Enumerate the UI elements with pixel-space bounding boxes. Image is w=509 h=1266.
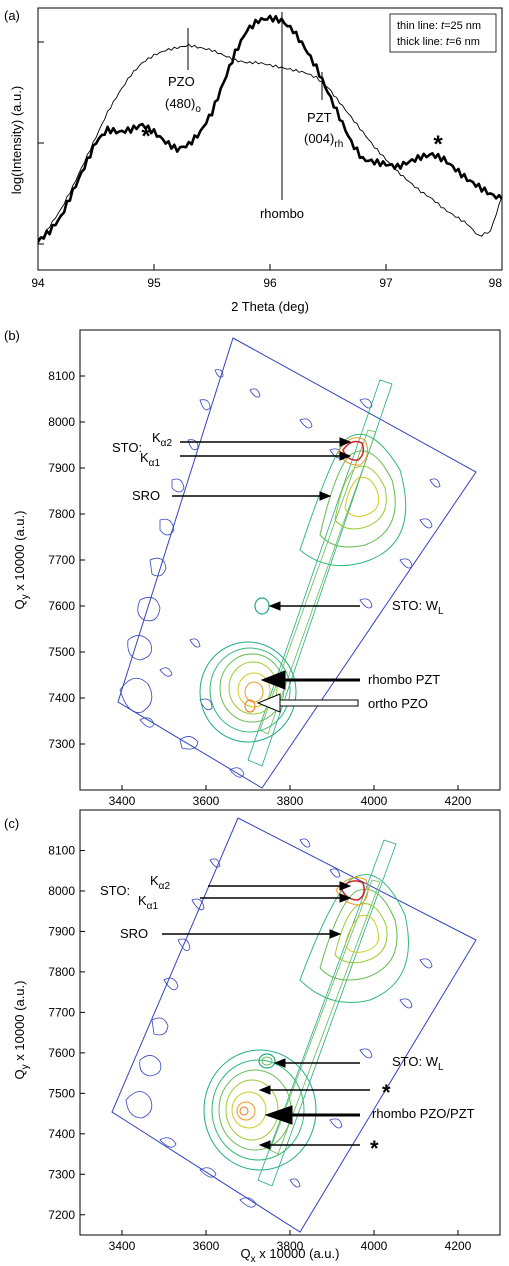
panel-a: (a) 94 95 96 97 98 2 Theta (deg) log(Intensi… <box>4 7 503 314</box>
panel-a-xlabel: 2 Theta (deg) <box>231 299 309 314</box>
panel-b-ytick-label: 7700 <box>48 553 75 567</box>
panel-c-ytick-label: 7700 <box>48 1005 75 1019</box>
panel-c-frame <box>79 809 501 1236</box>
panel-b-ytick-label: 7900 <box>48 461 75 475</box>
panel-b-y-ticks: 7300 7400 7500 7600 7700 7800 7900 8000 8100 <box>48 369 85 751</box>
panel-c-ytick-label: 7900 <box>48 924 75 938</box>
panel-a-xtick-label: 96 <box>263 276 277 290</box>
panel-a-y-ticks <box>38 41 44 245</box>
panel-a-label: (a) <box>4 8 20 23</box>
pzt-label: PZT <box>307 110 332 125</box>
panel-b-xtick-label: 3400 <box>109 794 136 808</box>
panel-c-y-ticks: 7200 7300 7400 7500 7600 7700 7800 7900 8000 8100 <box>48 843 85 1222</box>
panel-b-scan-outline <box>117 337 477 789</box>
panel-c-star-upper: * <box>382 1080 391 1105</box>
pzo-reflection-label: (480)o <box>165 96 201 115</box>
panel-c-arrows <box>162 881 370 1150</box>
rhombo-label: rhombo <box>260 206 304 221</box>
star-right: * <box>433 131 443 158</box>
panel-b-ytick-label: 7300 <box>48 737 75 751</box>
panel-b-ytick-label: 7400 <box>48 691 75 705</box>
panel-a-thick-line <box>38 14 502 242</box>
panel-a-legend: thin line: t=25 nm thick line: t=6 nm <box>389 13 497 53</box>
panel-b-wl-label: STO: WL <box>392 598 444 617</box>
panel-c-star-lower: * <box>370 1136 379 1161</box>
pzt-reflection-label: (004)rh <box>304 131 343 150</box>
panel-c-wl-label: STO: WL <box>392 1054 444 1073</box>
panel-a-x-ticks: 94 95 96 97 98 <box>31 264 503 290</box>
panel-c-ytick-label: 7200 <box>48 1208 75 1222</box>
panel-c-sto-label: STO: <box>100 883 130 898</box>
panel-a-thin-line <box>38 43 502 244</box>
panel-b-xtick-label: 3800 <box>277 794 304 808</box>
panel-b-x-ticks: 3400 3600 3800 4000 4200 <box>109 785 472 808</box>
panel-a-ylabel: log(Intensity) (a.u.) <box>9 86 24 194</box>
panel-c-xtick-label: 4200 <box>445 1239 472 1253</box>
panel-b-rhombo-label: rhombo PZT <box>368 672 440 687</box>
panel-b-sto-label: STO: <box>112 440 142 455</box>
panel-b-ortho-label: ortho PZO <box>368 696 428 711</box>
panel-c: (c) 7200 7300 7400 7500 7600 7700 7800 7900 8000… <box>4 809 501 1265</box>
panel-c-rhombo-label: rhombo PZO/PZT <box>372 1106 475 1121</box>
panel-c-ytick-label: 7300 <box>48 1167 75 1181</box>
panel-b-ytick-label: 7800 <box>48 507 75 521</box>
panel-c-xtick-label: 3600 <box>193 1239 220 1253</box>
legend-thick: thick line: t=6 nm <box>397 36 480 48</box>
panel-b-frame <box>79 329 501 791</box>
panel-b-xtick-label: 4200 <box>445 794 472 808</box>
panel-b-arrows <box>172 437 360 713</box>
pzo-label: PZO <box>168 74 195 89</box>
panel-c-ytick-label: 8000 <box>48 884 75 898</box>
panel-a-xtick-label: 97 <box>379 276 393 290</box>
panel-c-x-ticks: 3400 3600 3800 4000 4200 <box>109 1230 472 1253</box>
panel-b-contours <box>117 337 477 789</box>
panel-c-ytick-label: 7600 <box>48 1046 75 1060</box>
panel-c-ka1-label: Kα1 <box>138 893 158 912</box>
panel-c-xtick-label: 3400 <box>109 1239 136 1253</box>
panel-c-ka2-label: Kα2 <box>150 873 170 892</box>
panel-c-ylabel: Qy x 10000 (a.u.) <box>12 981 31 1080</box>
panel-b-ytick-label: 8100 <box>48 369 75 383</box>
panel-a-xtick-label: 94 <box>31 276 45 290</box>
panel-c-ytick-label: 7400 <box>48 1127 75 1141</box>
star-left: * <box>141 123 151 150</box>
panel-b-ylabel: Qy x 10000 (a.u.) <box>12 511 31 610</box>
panel-c-ytick-label: 7800 <box>48 965 75 979</box>
panel-c-xtick-label: 4000 <box>361 1239 388 1253</box>
panel-b-xtick-label: 4000 <box>361 794 388 808</box>
panel-c-sro-label: SRO <box>120 926 148 941</box>
panel-c-contours <box>111 817 477 1233</box>
panel-b-ytick-label: 7500 <box>48 645 75 659</box>
panel-c-label: (c) <box>4 816 19 831</box>
panel-a-xtick-label: 98 <box>489 276 503 290</box>
panel-b-xtick-label: 3600 <box>193 794 220 808</box>
panel-b-ytick-label: 8000 <box>48 415 75 429</box>
panel-b-ytick-label: 7600 <box>48 599 75 613</box>
panel-b: (b) 7300 7400 7500 7600 7700 7800 7900 8000 8100… <box>4 328 501 808</box>
panel-b-ka2-label: Kα2 <box>152 430 172 449</box>
legend-thin: thin line: t=25 nm <box>397 20 481 32</box>
panel-c-xlabel: Qx x 10000 (a.u.) <box>241 1246 340 1265</box>
panel-b-ka1-label: Kα1 <box>140 450 160 469</box>
panel-b-label: (b) <box>4 328 20 343</box>
panel-c-ytick-label: 7500 <box>48 1086 75 1100</box>
panel-c-xtick-label: 3800 <box>277 1239 304 1253</box>
panel-b-sro-label: SRO <box>132 488 160 503</box>
panel-c-ytick-label: 8100 <box>48 843 75 857</box>
panel-a-xtick-label: 95 <box>147 276 161 290</box>
panel-a-annotation-lines <box>187 12 323 200</box>
